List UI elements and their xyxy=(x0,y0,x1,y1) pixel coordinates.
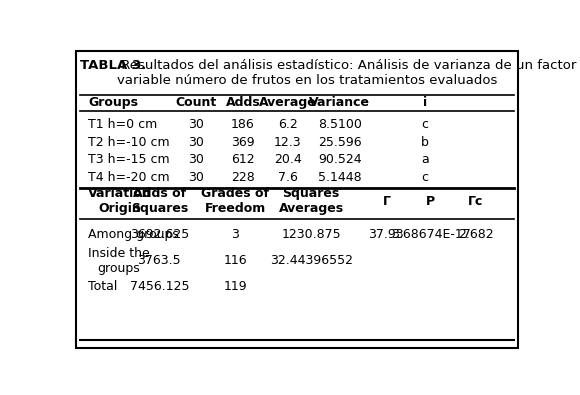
Text: T2 h=-10 cm: T2 h=-10 cm xyxy=(88,135,169,149)
Text: 8.5100: 8.5100 xyxy=(318,118,362,131)
Text: 612: 612 xyxy=(231,153,255,166)
Text: 30: 30 xyxy=(188,118,204,131)
Text: Resultados del análisis estadístico: Análisis de varianza de un factor para la
v: Resultados del análisis estadístico: Aná… xyxy=(117,59,580,87)
Text: Average: Average xyxy=(259,96,317,109)
Text: 30: 30 xyxy=(188,171,204,184)
Text: Γc: Γc xyxy=(468,195,483,208)
Text: 5.1448: 5.1448 xyxy=(318,171,362,184)
Text: 116: 116 xyxy=(223,254,247,267)
Text: 3: 3 xyxy=(231,228,239,241)
Text: T1 h=0 cm: T1 h=0 cm xyxy=(88,118,157,131)
Text: Count: Count xyxy=(176,96,217,109)
Text: 25.596: 25.596 xyxy=(318,135,362,149)
Text: 119: 119 xyxy=(223,280,247,293)
Text: 6.2: 6.2 xyxy=(278,118,298,131)
Text: 90.524: 90.524 xyxy=(318,153,362,166)
Text: Grades of
Freedom: Grades of Freedom xyxy=(201,187,269,215)
Text: Γ: Γ xyxy=(382,195,390,208)
Text: 2.682: 2.682 xyxy=(458,228,494,241)
Text: 3763.5: 3763.5 xyxy=(137,254,181,267)
Text: T4 h=-20 cm: T4 h=-20 cm xyxy=(88,171,169,184)
Text: 37.93: 37.93 xyxy=(368,228,404,241)
Text: 30: 30 xyxy=(188,135,204,149)
Text: 20.4: 20.4 xyxy=(274,153,302,166)
Text: T3 h=-15 cm: T3 h=-15 cm xyxy=(88,153,169,166)
Text: Adds of
Squares: Adds of Squares xyxy=(130,187,188,215)
Text: Total: Total xyxy=(88,280,117,293)
Text: 369: 369 xyxy=(231,135,255,149)
Text: b: b xyxy=(421,135,429,149)
Text: 30: 30 xyxy=(188,153,204,166)
Text: 1230.875: 1230.875 xyxy=(281,228,341,241)
Text: Groups: Groups xyxy=(88,96,138,109)
Text: i: i xyxy=(423,96,427,109)
Text: a: a xyxy=(421,153,429,166)
Text: 7.6: 7.6 xyxy=(278,171,298,184)
Text: Squares
Averages: Squares Averages xyxy=(278,187,344,215)
Text: Variance: Variance xyxy=(309,96,371,109)
Text: Adds: Adds xyxy=(226,96,260,109)
Text: 228: 228 xyxy=(231,171,255,184)
Text: 7456.125: 7456.125 xyxy=(129,280,189,293)
Text: c: c xyxy=(422,118,429,131)
Text: 3692.625: 3692.625 xyxy=(130,228,189,241)
Text: 186: 186 xyxy=(231,118,255,131)
Text: P: P xyxy=(426,195,435,208)
Text: Among groups: Among groups xyxy=(88,228,179,241)
Text: 12.3: 12.3 xyxy=(274,135,302,149)
Text: 3.68674E-17: 3.68674E-17 xyxy=(391,228,470,241)
Text: TABLA 3.: TABLA 3. xyxy=(80,59,147,72)
Text: c: c xyxy=(422,171,429,184)
Text: Inside the
groups: Inside the groups xyxy=(88,247,150,275)
Text: 32.44396552: 32.44396552 xyxy=(270,254,353,267)
Text: Variation
Origin: Variation Origin xyxy=(88,187,151,215)
